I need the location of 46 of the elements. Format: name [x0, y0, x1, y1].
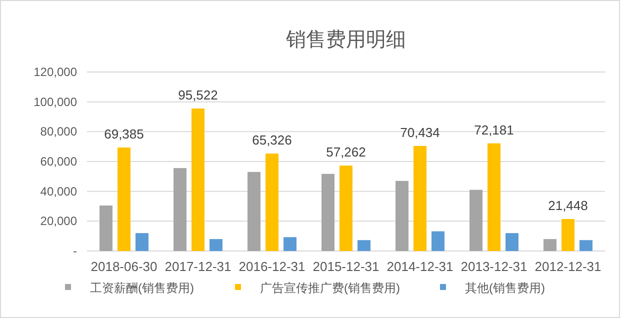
y-tick-label: 60,000	[40, 154, 78, 168]
y-tick-label: -	[73, 244, 77, 258]
y-tick-label: 20,000	[40, 214, 78, 228]
bar	[544, 239, 556, 251]
data-label: 70,434	[400, 124, 440, 140]
bar	[488, 143, 500, 251]
x-tick-label: 2017-12-31	[164, 259, 232, 274]
chart-title: 销售费用明细	[285, 29, 406, 51]
legend-label: 工资薪酬(销售费用)	[90, 281, 194, 295]
data-label: 72,181	[474, 122, 514, 138]
x-tick-label: 2014-12-31	[386, 259, 454, 274]
bar	[396, 180, 408, 251]
bar	[248, 172, 260, 251]
data-label: 21,448	[548, 198, 588, 214]
legend-label: 其他(销售费用)	[465, 281, 545, 295]
data-label: 65,326	[252, 132, 292, 148]
data-label: 57,262	[326, 144, 366, 160]
bar	[266, 154, 278, 251]
legend-label: 广告宣传推广费(销售费用)	[260, 281, 400, 295]
x-tick-label: 2015-12-31	[312, 259, 380, 274]
x-tick-label: 2018-06-30	[90, 259, 158, 274]
x-tick-label: 2016-12-31	[238, 259, 306, 274]
bar	[470, 190, 482, 251]
bar	[192, 108, 204, 251]
bar	[506, 233, 518, 251]
bar	[118, 148, 130, 251]
x-tick-label: 2012-12-31	[534, 259, 602, 274]
y-tick-label: 40,000	[40, 184, 78, 198]
y-tick-label: 100,000	[34, 94, 78, 109]
y-tick-label: 120,000	[34, 65, 78, 79]
bar	[358, 240, 370, 251]
bar	[174, 168, 186, 251]
x-tick-label: 2013-12-31	[460, 259, 528, 274]
bar	[562, 219, 574, 251]
bar	[414, 146, 426, 251]
data-label: 69,385	[104, 126, 144, 142]
bar	[322, 174, 334, 251]
bar	[340, 166, 352, 251]
y-tick-label: 80,000	[40, 124, 78, 139]
bar	[432, 231, 444, 251]
bar	[100, 206, 112, 251]
data-label: 95,522	[178, 88, 218, 103]
bar	[210, 239, 222, 251]
bar	[580, 240, 592, 251]
bar	[284, 237, 296, 251]
bar	[136, 233, 148, 251]
